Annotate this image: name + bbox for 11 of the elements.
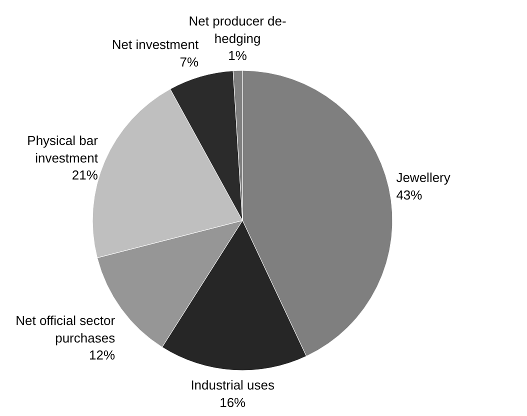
data-label: 21% — [72, 168, 98, 183]
slice-label: Net official sector purchases — [16, 313, 116, 346]
data-label: 1% — [228, 48, 248, 64]
data-label: 7% — [180, 54, 199, 70]
slice-label: Physical bar investment — [27, 133, 99, 166]
slice-label: Net investment — [112, 37, 199, 52]
data-label: 12% — [89, 348, 116, 363]
data-label: 43% — [396, 187, 423, 202]
slice-label: Industrial uses — [190, 378, 276, 393]
slice-label: Jewellery — [396, 170, 451, 186]
data-label: 16% — [220, 394, 246, 410]
